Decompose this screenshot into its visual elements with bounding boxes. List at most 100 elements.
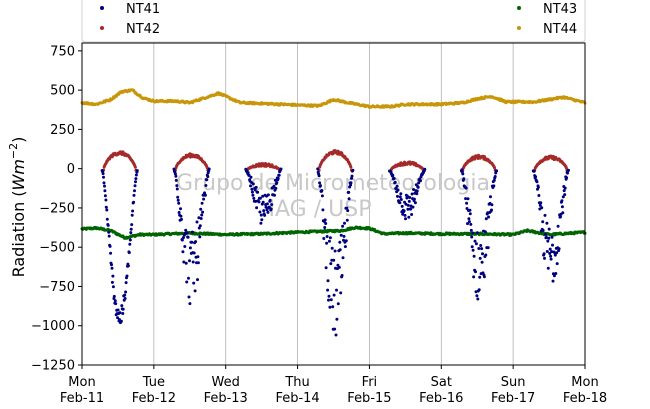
data-point-nt41 [332, 293, 336, 297]
data-point-nt41 [124, 281, 128, 285]
data-point-nt41 [402, 209, 406, 213]
data-point-nt41 [109, 251, 113, 255]
data-point-nt41 [350, 174, 354, 178]
data-point-nt41 [207, 167, 211, 171]
legend-marker [517, 6, 521, 10]
data-point-nt41 [467, 217, 471, 221]
data-point-nt41 [393, 180, 397, 184]
data-point-nt41 [407, 199, 411, 203]
data-point-nt41 [134, 173, 138, 177]
data-point-nt41 [269, 207, 273, 211]
data-point-nt41 [273, 178, 277, 182]
data-point-nt41 [265, 208, 269, 212]
data-point-nt41 [475, 231, 479, 235]
data-point-nt41 [474, 290, 478, 294]
series-layer [80, 88, 587, 337]
data-point-nt41 [322, 237, 326, 240]
data-point-nt41 [270, 203, 274, 207]
x-tick-label-weekday: Thu [284, 375, 309, 390]
data-point-nt41 [546, 239, 550, 243]
legend-item-nt43: NT43 [517, 2, 577, 17]
data-point-nt41 [320, 189, 324, 192]
data-point-nt41 [536, 185, 540, 189]
legend-label: NT41 [126, 2, 160, 17]
y-tick-label: −1000 [31, 319, 75, 334]
data-point-nt41 [113, 299, 117, 303]
data-point-nt41 [264, 205, 268, 209]
data-point-nt41 [479, 244, 483, 247]
data-point-nt41 [346, 209, 350, 213]
data-point-nt41 [114, 302, 118, 306]
data-point-nt41 [419, 179, 422, 183]
data-point-nt41 [467, 220, 471, 224]
data-point-nt41 [261, 200, 265, 204]
data-point-nt41 [272, 184, 276, 188]
data-point-nt41 [188, 246, 192, 250]
data-point-nt41 [560, 205, 564, 209]
data-point-nt41 [191, 260, 195, 264]
data-point-nt41 [480, 247, 484, 251]
data-point-nt41 [398, 195, 402, 199]
data-point-nt41 [474, 270, 477, 274]
data-point-nt41 [545, 221, 549, 225]
data-point-nt41 [110, 263, 113, 267]
data-point-nt41 [192, 281, 196, 285]
data-point-nt41 [279, 167, 283, 171]
data-point-nt41 [195, 220, 199, 224]
data-point-nt41 [476, 297, 480, 301]
data-point-nt41 [203, 193, 207, 197]
data-point-nt41 [108, 244, 112, 248]
data-point-nt41 [180, 217, 183, 221]
data-point-nt41 [120, 304, 124, 308]
data-point-nt41 [103, 184, 106, 188]
data-point-nt41 [537, 194, 541, 197]
legend-item-nt42: NT42 [100, 22, 160, 37]
y-tick-label: 250 [50, 123, 75, 138]
data-point-nt41 [339, 233, 343, 237]
data-point-nt41 [548, 252, 552, 255]
data-point-nt41 [268, 198, 272, 202]
data-point-nt41 [187, 295, 191, 299]
data-point-nt41 [327, 294, 331, 298]
data-point-nt41 [486, 246, 490, 250]
y-tick-label: 500 [50, 84, 75, 99]
data-point-nt41 [403, 213, 407, 217]
x-tick-label-date: Feb-13 [204, 391, 248, 406]
data-point-nt41 [532, 169, 536, 173]
data-point-nt41 [277, 173, 281, 177]
data-point-nt42 [473, 157, 477, 161]
data-point-nt41 [468, 208, 472, 212]
data-point-nt41 [464, 186, 468, 190]
data-point-nt41 [470, 245, 474, 249]
data-point-nt41 [102, 181, 106, 185]
data-point-nt41 [129, 227, 133, 231]
data-point-nt41 [489, 195, 492, 199]
data-point-nt41 [483, 230, 487, 234]
data-point-nt41 [118, 311, 122, 315]
data-point-nt41 [329, 298, 333, 302]
data-point-nt41 [263, 213, 267, 217]
data-point-nt41 [177, 211, 181, 214]
data-point-nt41 [325, 235, 329, 238]
data-point-nt41 [412, 197, 416, 201]
x-tick-label-weekday: Mon [571, 375, 598, 390]
data-point-nt41 [541, 220, 545, 224]
data-point-nt41 [562, 189, 566, 193]
data-point-nt41 [126, 264, 130, 268]
data-point-nt41 [477, 247, 481, 250]
data-point-nt41 [326, 288, 330, 292]
data-point-nt41 [318, 181, 322, 185]
data-point-nt41 [333, 249, 337, 253]
data-point-nt41 [323, 226, 327, 229]
data-point-nt41 [202, 197, 206, 201]
data-point-nt41 [550, 235, 554, 239]
data-point-nt41 [391, 173, 395, 177]
data-point-nt41 [179, 207, 182, 211]
y-tick-label: 750 [50, 44, 75, 59]
data-point-nt41 [132, 200, 136, 204]
data-point-nt41 [330, 246, 334, 250]
x-tick-label-date: Feb-18 [563, 391, 607, 406]
data-point-nt41 [103, 194, 107, 198]
data-point-nt41 [407, 215, 411, 219]
